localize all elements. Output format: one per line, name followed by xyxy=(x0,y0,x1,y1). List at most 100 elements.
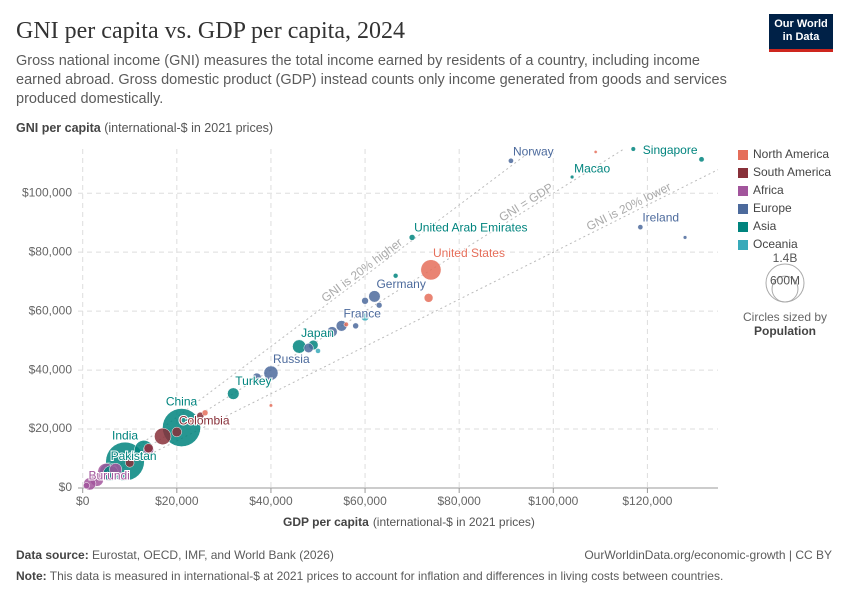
url[interactable]: OurWorldinData.org/economic-growth | CC … xyxy=(584,548,832,562)
data-point xyxy=(188,417,194,423)
size-legend-label: 1.4B xyxy=(773,251,798,265)
note: Note: This data is measured in internati… xyxy=(16,569,723,583)
point-label: Russia xyxy=(273,352,310,366)
data-point xyxy=(326,326,338,338)
data-point xyxy=(569,174,575,180)
data-point xyxy=(303,343,314,353)
note-label: Note: xyxy=(16,569,47,583)
legend-swatch xyxy=(738,204,748,214)
y-axis-label-main: GNI per capita xyxy=(16,121,101,135)
data-point xyxy=(682,235,688,240)
x-tick-label: $100,000 xyxy=(528,494,578,508)
data-point xyxy=(143,443,154,454)
point-label: Pakistan xyxy=(111,449,157,463)
legend-swatch xyxy=(738,150,748,160)
x-axis-label-main: GDP per capita xyxy=(283,515,369,529)
chart-subtitle: Gross national income (GNI) measures the… xyxy=(16,53,727,107)
legend-label: North America xyxy=(753,147,829,161)
data-point xyxy=(361,297,369,305)
point-label: Ireland xyxy=(642,211,679,225)
data-point xyxy=(376,302,383,309)
y-tick-label: $100,000 xyxy=(22,185,72,199)
chart-title: GNI per capita vs. GDP per capita, 2024 xyxy=(16,18,405,44)
point-label: Germany xyxy=(376,277,425,291)
legend-swatch xyxy=(738,168,748,178)
legend-swatch xyxy=(738,240,748,250)
x-tick-label: $60,000 xyxy=(343,494,387,508)
data-point xyxy=(315,348,321,354)
logo-line: in Data xyxy=(782,31,820,43)
x-tick-label: $80,000 xyxy=(437,494,481,508)
logo[interactable]: Our World in Data xyxy=(769,14,833,52)
source-label: Data source: xyxy=(16,548,89,562)
data-point xyxy=(423,293,434,303)
data-point xyxy=(352,322,359,330)
point-label: Singapore xyxy=(643,143,698,157)
legend-swatch xyxy=(738,186,748,196)
point-label: Turkey xyxy=(235,374,271,388)
size-legend-circle xyxy=(771,275,799,303)
logo-line: Our World xyxy=(774,18,828,30)
data-point xyxy=(154,427,172,445)
data-point xyxy=(698,156,705,163)
data-point xyxy=(125,458,135,468)
y-axis-label: GNI per capita (international-$ in 2021 … xyxy=(16,121,273,135)
source-text: Eurostat, OECD, IMF, and World Bank (202… xyxy=(92,548,334,562)
y-tick-label: $60,000 xyxy=(29,303,73,317)
y-tick-label: $80,000 xyxy=(29,244,73,258)
point-label: Burundi xyxy=(88,469,129,483)
point-label: India xyxy=(112,428,138,442)
data-point xyxy=(171,426,182,438)
legend-label: Asia xyxy=(753,219,777,233)
x-axis-label: GDP per capita (international-$ in 2021 p… xyxy=(283,515,535,529)
x-tick-label: $120,000 xyxy=(622,494,672,508)
data-point xyxy=(408,234,416,241)
data-point xyxy=(252,372,262,383)
point-label: France xyxy=(344,307,382,321)
data-point xyxy=(227,387,240,400)
point-label: Colombia xyxy=(179,413,230,427)
size-legend-title: Circles sized by xyxy=(743,310,827,324)
data-point xyxy=(109,463,123,476)
chart: GDP per capita (international-$ in 2021 p… xyxy=(22,142,831,529)
legend-swatch xyxy=(738,222,748,232)
legend-label: Africa xyxy=(753,183,784,197)
reference-line-label: GNI is 20% higher xyxy=(319,235,405,305)
y-tick-label: $0 xyxy=(59,480,73,494)
y-axis-label-unit: (international-$ in 2021 prices) xyxy=(104,121,274,135)
x-axis-label-unit: (international-$ in 2021 prices) xyxy=(373,515,535,529)
data-point xyxy=(343,321,349,327)
note-text: This data is measured in international-$… xyxy=(49,569,724,583)
size-legend-label: 600M xyxy=(770,273,800,287)
data-point xyxy=(201,409,209,417)
legend-label: Europe xyxy=(753,201,792,215)
data-point xyxy=(360,312,370,322)
source: Data source: Eurostat, OECD, IMF, and Wo… xyxy=(16,548,334,562)
point-label: United States xyxy=(433,246,505,260)
reference-line-label: GNI is 20% lower xyxy=(584,179,673,233)
x-tick-label: $20,000 xyxy=(155,494,199,508)
y-tick-label: $40,000 xyxy=(29,362,73,376)
data-point xyxy=(420,259,442,281)
legend-label: South America xyxy=(753,165,831,179)
point-label: Japan xyxy=(301,326,334,340)
data-point xyxy=(508,157,514,164)
data-point xyxy=(637,224,644,230)
point-label: United Arab Emirates xyxy=(414,221,527,235)
legend-label: Oceania xyxy=(753,237,798,251)
data-point xyxy=(263,365,279,381)
point-label: Norway xyxy=(513,144,554,158)
reference-line-label: GNI = GDP xyxy=(496,180,555,224)
reference-line xyxy=(82,169,719,489)
x-tick-label: $40,000 xyxy=(249,494,293,508)
size-legend-variable: Population xyxy=(754,324,816,338)
data-point xyxy=(593,150,598,154)
point-label: China xyxy=(166,395,198,409)
reference-line xyxy=(82,148,534,489)
data-point xyxy=(368,290,381,303)
data-point xyxy=(392,273,399,279)
data-point xyxy=(83,482,90,490)
data-point xyxy=(268,403,273,408)
point-label: Macao xyxy=(574,161,610,175)
x-tick-label: $0 xyxy=(76,494,90,508)
